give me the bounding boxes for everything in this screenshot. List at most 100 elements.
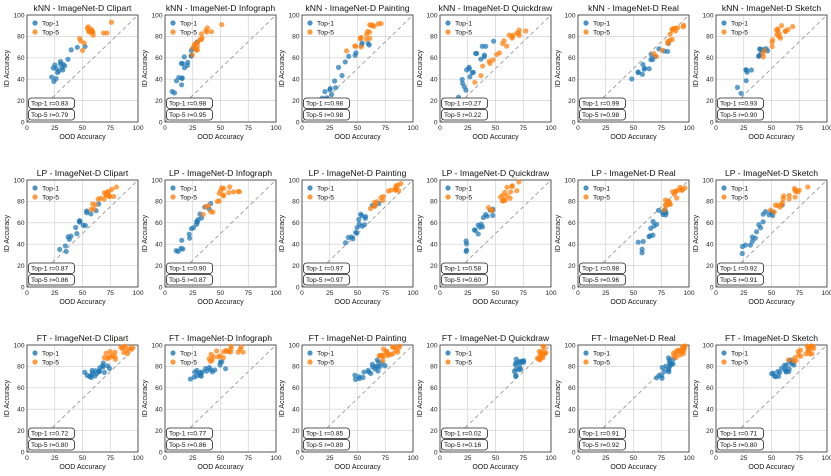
y-tick-label: 80 xyxy=(430,34,438,41)
top5-point xyxy=(219,185,225,191)
top5-point xyxy=(772,202,779,208)
top1-point xyxy=(478,56,484,62)
y-tick-label: 40 xyxy=(17,242,25,249)
top1-point xyxy=(84,372,90,378)
y-tick-label: 60 xyxy=(568,220,576,227)
subplot-title: LP - ImageNet-D Real xyxy=(591,168,675,178)
top5-point xyxy=(671,353,677,359)
y-axis-label: ID Accuracy xyxy=(4,214,11,252)
legend-label: Top-1 xyxy=(455,350,472,357)
subplot-title: FT - ImageNet-D Real xyxy=(591,333,675,343)
top1-point xyxy=(62,63,68,69)
top1-point xyxy=(88,211,94,217)
top1-point xyxy=(661,368,667,375)
subplot: LP - ImageNet-D Quickdraw 0 25 50 75 100 0 20 40… xyxy=(417,168,557,306)
top5-point xyxy=(523,28,529,34)
x-tick-label: 50 xyxy=(354,125,362,132)
top1-point xyxy=(339,72,345,79)
x-tick-label: 75 xyxy=(382,290,390,297)
top1-point xyxy=(328,92,335,98)
legend-label: Top-5 xyxy=(593,194,610,201)
legend-marker-top1 xyxy=(32,350,38,356)
x-tick-label: 0 xyxy=(163,125,167,132)
top1-point xyxy=(629,76,635,82)
annotation-box xyxy=(579,109,626,121)
top1-point xyxy=(513,360,519,366)
correlation-annotation: Top-5 r=0.86 xyxy=(31,277,69,284)
legend-marker-top1 xyxy=(170,185,176,191)
annotation-box xyxy=(166,439,213,451)
annotation-box xyxy=(303,439,350,451)
top1-point xyxy=(648,57,654,63)
y-tick-label: 0 xyxy=(434,449,438,456)
top1-point xyxy=(651,223,657,229)
legend-label: Top-1 xyxy=(593,185,610,192)
y-tick-label: 40 xyxy=(155,242,163,249)
top1-point xyxy=(74,231,80,237)
x-tick-label: 100 xyxy=(270,290,281,297)
top1-point xyxy=(757,225,764,231)
correlation-annotation: Top-5 r=0.60 xyxy=(444,277,482,284)
y-tick-label: 20 xyxy=(706,428,714,435)
y-tick-label: 40 xyxy=(292,77,300,84)
top1-point xyxy=(179,82,185,88)
x-tick-label: 25 xyxy=(464,455,472,462)
subplot-title: kNN - ImageNet-D Clipart xyxy=(34,3,133,13)
correlation-annotation: Top-1 r=0.92 xyxy=(720,266,758,273)
subplot-title: LP - ImageNet-D Sketch xyxy=(725,168,818,178)
top1-point xyxy=(356,375,363,382)
top5-point xyxy=(198,37,204,43)
x-tick-label: 50 xyxy=(492,290,500,297)
top1-point xyxy=(352,376,359,383)
legend-label: Top-1 xyxy=(455,20,472,27)
subplot-title: kNN - ImageNet-D Infograph xyxy=(166,3,276,13)
diagonal-reference-line xyxy=(301,344,414,453)
correlation-annotation: Top-1 r=0.98 xyxy=(306,101,344,108)
legend-label: Top-1 xyxy=(317,20,334,27)
annotation-box xyxy=(166,97,213,109)
top5-point xyxy=(203,204,209,210)
x-tick-label: 50 xyxy=(630,125,638,132)
y-tick-label: 0 xyxy=(710,119,714,126)
diagonal-reference-line xyxy=(715,14,828,123)
top5-point xyxy=(100,30,107,36)
y-tick-label: 100 xyxy=(702,12,713,19)
top5-point xyxy=(200,211,206,218)
x-tick-label: 100 xyxy=(132,290,143,297)
top1-point xyxy=(483,43,489,49)
legend-label: Top-5 xyxy=(317,29,334,36)
top1-point xyxy=(342,59,348,65)
x-tick-label: 25 xyxy=(464,290,472,297)
x-axis-label: OOD Accuracy xyxy=(610,464,657,471)
legend-label: Top-5 xyxy=(180,359,197,366)
x-tick-label: 75 xyxy=(796,125,804,132)
top5-point xyxy=(215,354,221,360)
legend-marker-top1 xyxy=(170,20,176,26)
correlation-annotation: Top-5 r=0.80 xyxy=(31,442,69,449)
subplot: kNN - ImageNet-D Clipart 0 25 50 75 100 0 20 40 6… xyxy=(4,3,144,141)
top1-point xyxy=(646,66,652,72)
y-tick-label: 60 xyxy=(17,55,25,62)
legend-marker-top1 xyxy=(721,350,727,356)
top1-point xyxy=(203,368,210,374)
top5-point xyxy=(773,27,780,33)
annotation-box xyxy=(717,109,764,121)
y-axis-label: ID Accuracy xyxy=(279,214,286,252)
x-axis-label: OOD Accuracy xyxy=(59,299,106,306)
legend-marker-top5 xyxy=(583,359,589,365)
subplot: FT - ImageNet-D Real 0 25 50 75 100 0 20 40 60 80 1… xyxy=(555,333,695,471)
legend-marker-top1 xyxy=(583,350,589,356)
x-tick-label: 100 xyxy=(545,290,556,297)
x-tick-label: 25 xyxy=(189,125,197,132)
x-tick-label: 0 xyxy=(25,290,29,297)
x-tick-label: 0 xyxy=(576,455,580,462)
top5-point xyxy=(109,352,116,358)
x-axis-label: OOD Accuracy xyxy=(472,464,519,471)
correlation-annotation: Top-1 r=0.83 xyxy=(31,101,69,108)
top5-point xyxy=(516,27,522,33)
correlation-annotation: Top-5 r=0.80 xyxy=(720,442,758,449)
top5-point xyxy=(371,203,378,209)
plot-frame xyxy=(164,179,277,288)
top1-point xyxy=(463,247,470,253)
top5-point xyxy=(388,351,394,358)
